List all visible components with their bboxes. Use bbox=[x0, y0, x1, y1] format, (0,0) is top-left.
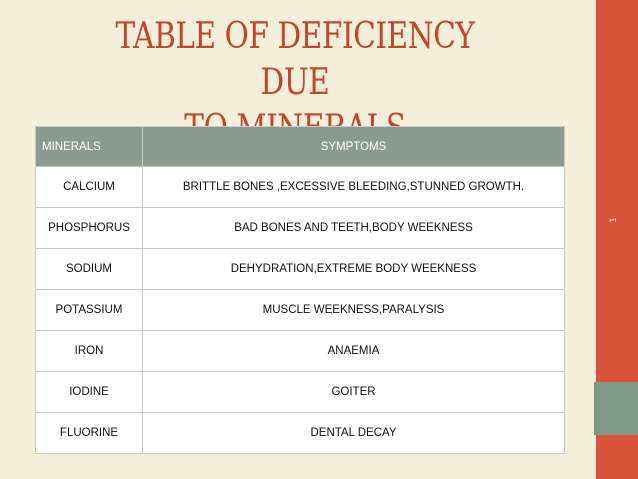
table-row: SODIUM DEHYDRATION,EXTREME BODY WEEKNESS bbox=[35, 248, 565, 290]
table-row: CALCIUM BRITTLE BONES ,EXCESSIVE BLEEDIN… bbox=[35, 166, 565, 208]
mineral-cell: POTASSIUM bbox=[35, 289, 143, 331]
symptom-cell: ANAEMIA bbox=[142, 330, 565, 372]
side-bar bbox=[594, 0, 638, 479]
side-bar-divider bbox=[594, 0, 596, 479]
deficiency-table: MINERALS SYMPTOMS CALCIUM BRITTLE BONES … bbox=[35, 126, 565, 454]
side-bar-accent bbox=[594, 382, 638, 435]
mineral-cell: CALCIUM bbox=[35, 166, 143, 208]
mineral-cell: FLUORINE bbox=[35, 412, 143, 454]
symptom-cell: DEHYDRATION,EXTREME BODY WEEKNESS bbox=[142, 248, 565, 290]
symptom-cell: GOITER bbox=[142, 371, 565, 413]
header-symptoms: SYMPTOMS bbox=[142, 126, 565, 167]
table-header-row: MINERALS SYMPTOMS bbox=[35, 126, 565, 167]
symptom-cell: DENTAL DECAY bbox=[142, 412, 565, 454]
table-row: PHOSPHORUS BAD BONES AND TEETH,BODY WEEK… bbox=[35, 207, 565, 249]
mineral-cell: IODINE bbox=[35, 371, 143, 413]
table-row: FLUORINE DENTAL DECAY bbox=[35, 412, 565, 454]
mineral-cell: IRON bbox=[35, 330, 143, 372]
symptom-cell: BAD BONES AND TEETH,BODY WEEKNESS bbox=[142, 207, 565, 249]
table-row: IODINE GOITER bbox=[35, 371, 565, 413]
table-row: POTASSIUM MUSCLE WEEKNESS,PARALYSIS bbox=[35, 289, 565, 331]
symptom-cell: BRITTLE BONES ,EXCESSIVE BLEEDING,STUNNE… bbox=[142, 166, 565, 208]
mineral-cell: SODIUM bbox=[35, 248, 143, 290]
symptom-cell: MUSCLE WEEKNESS,PARALYSIS bbox=[142, 289, 565, 331]
header-minerals: MINERALS bbox=[35, 126, 143, 167]
slide-title-line-1: TABLE OF DEFICIENCY DUE bbox=[115, 16, 475, 103]
mineral-cell: PHOSPHORUS bbox=[35, 207, 143, 249]
table-row: IRON ANAEMIA bbox=[35, 330, 565, 372]
slide-number: 1 bbox=[608, 217, 618, 223]
